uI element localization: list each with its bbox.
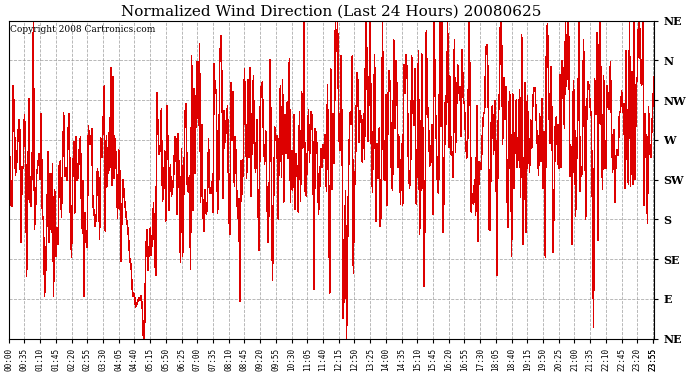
Text: Copyright 2008 Cartronics.com: Copyright 2008 Cartronics.com [10, 26, 155, 34]
Title: Normalized Wind Direction (Last 24 Hours) 20080625: Normalized Wind Direction (Last 24 Hours… [121, 4, 542, 18]
